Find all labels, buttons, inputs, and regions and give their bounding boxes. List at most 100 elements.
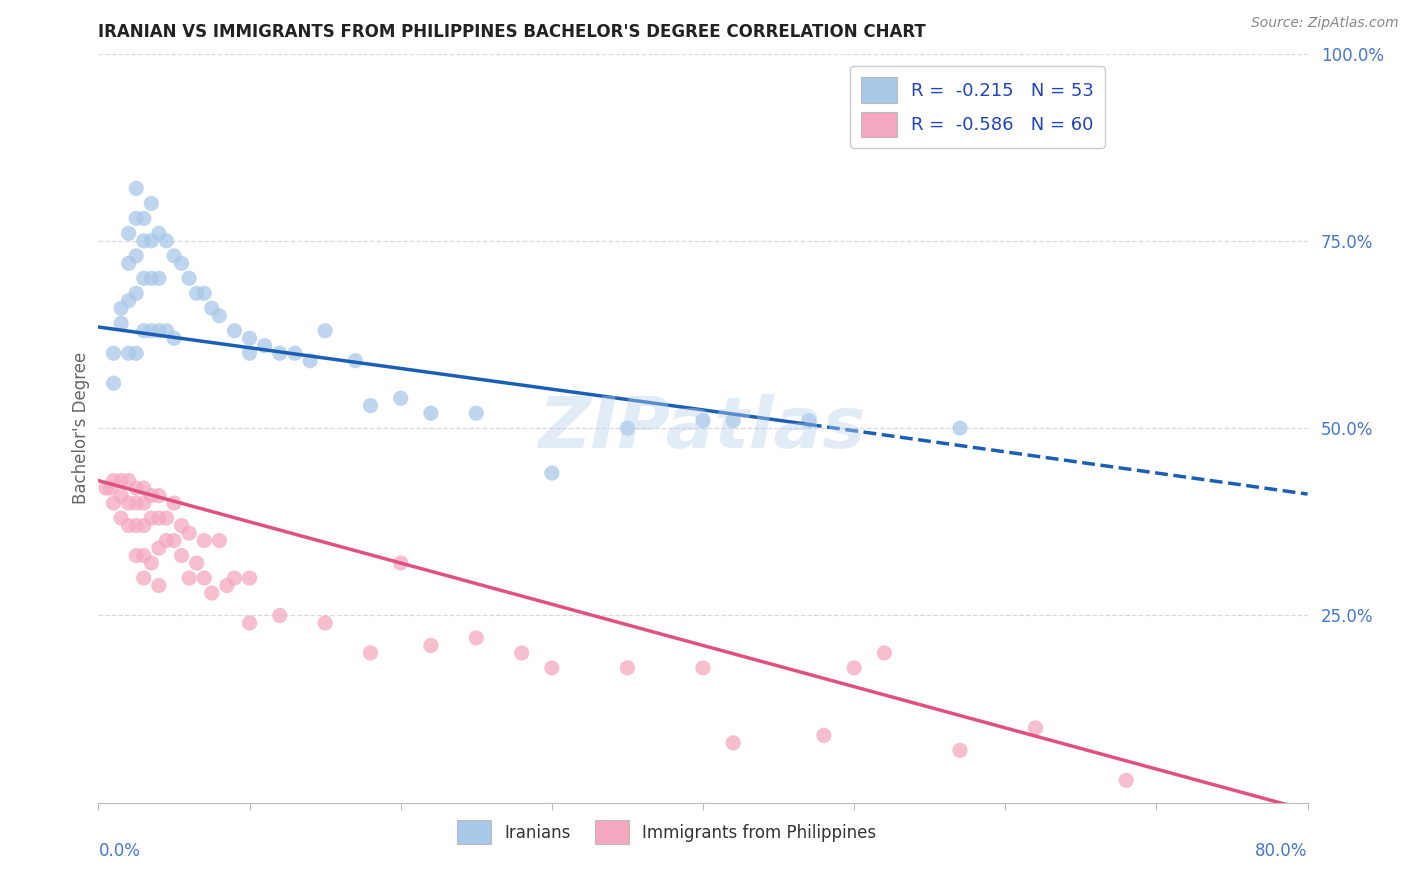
- Point: [110, 301, 132, 316]
- Point: [110, 474, 132, 488]
- Text: IRANIAN VS IMMIGRANTS FROM PHILIPPINES BACHELOR'S DEGREE CORRELATION CHART: IRANIAN VS IMMIGRANTS FROM PHILIPPINES B…: [98, 23, 927, 41]
- Point: [163, 249, 186, 263]
- Point: [193, 571, 215, 585]
- Point: [1115, 773, 1137, 788]
- Point: [465, 631, 488, 645]
- Point: [208, 309, 231, 323]
- Point: [132, 549, 155, 563]
- Point: [201, 586, 224, 600]
- Point: [723, 414, 745, 428]
- Point: [253, 339, 276, 353]
- Point: [100, 481, 122, 495]
- Point: [110, 489, 132, 503]
- Point: [118, 474, 141, 488]
- Point: [344, 353, 367, 368]
- Point: [163, 496, 186, 510]
- Point: [155, 533, 177, 548]
- Text: 0.0%: 0.0%: [98, 842, 141, 860]
- Point: [148, 324, 170, 338]
- Point: [420, 639, 443, 653]
- Point: [141, 489, 163, 503]
- Point: [125, 181, 148, 195]
- Point: [148, 227, 170, 241]
- Point: [125, 496, 148, 510]
- Point: [239, 615, 262, 630]
- Point: [873, 646, 896, 660]
- Point: [299, 353, 322, 368]
- Point: [103, 496, 125, 510]
- Point: [125, 286, 148, 301]
- Point: [141, 324, 163, 338]
- Point: [224, 324, 246, 338]
- Point: [110, 511, 132, 525]
- Point: [949, 743, 972, 757]
- Text: Source: ZipAtlas.com: Source: ZipAtlas.com: [1251, 16, 1399, 30]
- Point: [103, 376, 125, 391]
- Point: [723, 736, 745, 750]
- Point: [616, 661, 638, 675]
- Point: [510, 646, 533, 660]
- Point: [125, 211, 148, 226]
- Point: [125, 549, 148, 563]
- Point: [125, 249, 148, 263]
- Point: [949, 421, 972, 435]
- Point: [118, 227, 141, 241]
- Text: 80.0%: 80.0%: [1256, 842, 1308, 860]
- Point: [125, 518, 148, 533]
- Point: [118, 496, 141, 510]
- Point: [813, 728, 835, 742]
- Point: [389, 391, 412, 405]
- Point: [110, 316, 132, 330]
- Point: [163, 533, 186, 548]
- Point: [170, 549, 193, 563]
- Point: [163, 331, 186, 345]
- Point: [148, 489, 170, 503]
- Point: [118, 346, 141, 360]
- Point: [118, 256, 141, 270]
- Point: [314, 615, 336, 630]
- Point: [239, 346, 262, 360]
- Point: [179, 571, 201, 585]
- Point: [239, 571, 262, 585]
- Point: [132, 481, 155, 495]
- Point: [465, 406, 488, 420]
- Point: [420, 406, 443, 420]
- Point: [193, 286, 215, 301]
- Point: [132, 234, 155, 248]
- Point: [132, 324, 155, 338]
- Point: [215, 578, 238, 592]
- Point: [148, 541, 170, 555]
- Point: [616, 421, 638, 435]
- Point: [239, 331, 262, 345]
- Point: [1024, 721, 1046, 735]
- Point: [148, 511, 170, 525]
- Point: [125, 346, 148, 360]
- Point: [284, 346, 307, 360]
- Point: [132, 518, 155, 533]
- Point: [224, 571, 246, 585]
- Point: [132, 211, 155, 226]
- Legend: Iranians, Immigrants from Philippines: Iranians, Immigrants from Philippines: [451, 814, 883, 851]
- Point: [118, 518, 141, 533]
- Point: [103, 346, 125, 360]
- Point: [314, 324, 336, 338]
- Point: [186, 286, 208, 301]
- Point: [201, 301, 224, 316]
- Point: [844, 661, 866, 675]
- Point: [269, 608, 291, 623]
- Point: [155, 511, 177, 525]
- Point: [155, 234, 177, 248]
- Point: [155, 324, 177, 338]
- Point: [132, 496, 155, 510]
- Point: [141, 271, 163, 285]
- Point: [692, 414, 714, 428]
- Point: [170, 256, 193, 270]
- Y-axis label: Bachelor's Degree: Bachelor's Degree: [72, 352, 90, 504]
- Point: [132, 571, 155, 585]
- Point: [148, 271, 170, 285]
- Point: [193, 533, 215, 548]
- Point: [94, 481, 117, 495]
- Point: [103, 474, 125, 488]
- Point: [540, 466, 562, 480]
- Point: [692, 661, 714, 675]
